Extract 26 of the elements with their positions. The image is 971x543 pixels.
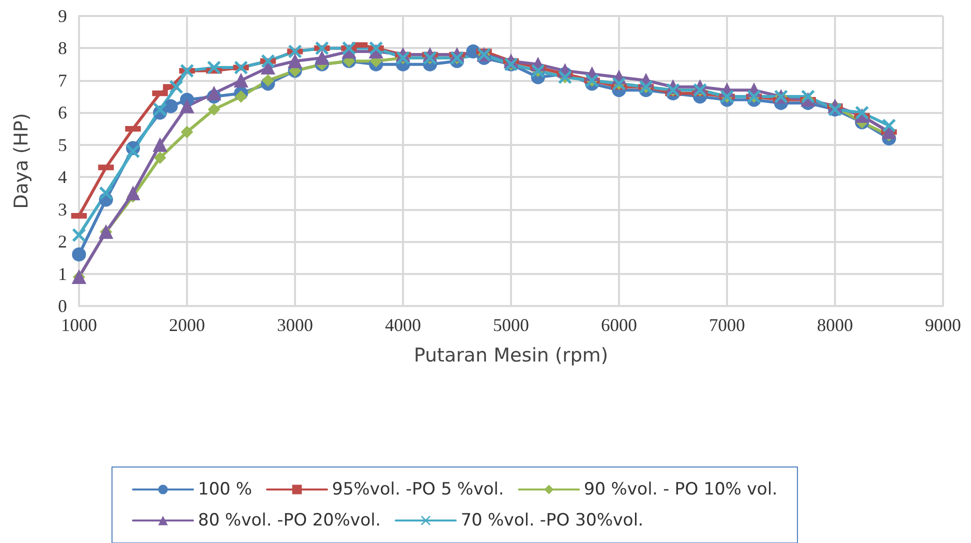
legend-label: 90 %vol. - PO 10% vol. <box>584 480 778 500</box>
x-tick-label: 1000 <box>61 315 97 335</box>
x-tick-label: 3000 <box>277 315 313 335</box>
x-tick-label: 4000 <box>385 315 421 335</box>
x-tick-label: 7000 <box>709 315 745 335</box>
y-tick-label: 4 <box>58 167 67 188</box>
x-tick-label: 6000 <box>601 315 637 335</box>
y-tick-label: 2 <box>58 232 67 252</box>
y-axis-title: Daya (HP) <box>10 113 32 209</box>
x-tick-label: 2000 <box>169 315 205 335</box>
x-axis-title: Putaran Mesin (rpm) <box>414 344 608 366</box>
y-tick-label: 1 <box>58 264 67 284</box>
y-tick-label: 9 <box>58 6 67 26</box>
legend-label: 95%vol. -PO 5 %vol. <box>332 480 504 500</box>
x-tick-label: 5000 <box>493 315 529 335</box>
y-tick-label: 6 <box>58 102 67 123</box>
y-tick-label: 8 <box>58 38 67 58</box>
x-tick-label: 8000 <box>817 315 853 335</box>
legend-label: 80 %vol. -PO 20%vol. <box>198 510 381 530</box>
y-tick-label: 7 <box>58 70 67 90</box>
y-tick-label: 0 <box>58 296 67 316</box>
legend-label: 100 % <box>198 480 252 500</box>
y-tick-label: 5 <box>58 134 67 155</box>
x-tick-label: 9000 <box>925 315 961 335</box>
legend-label: 70 %vol. -PO 30%vol. <box>460 510 644 530</box>
y-tick-label: 3 <box>58 199 67 220</box>
